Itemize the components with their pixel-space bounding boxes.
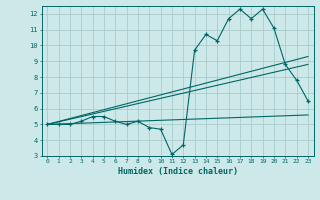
X-axis label: Humidex (Indice chaleur): Humidex (Indice chaleur) xyxy=(118,167,237,176)
